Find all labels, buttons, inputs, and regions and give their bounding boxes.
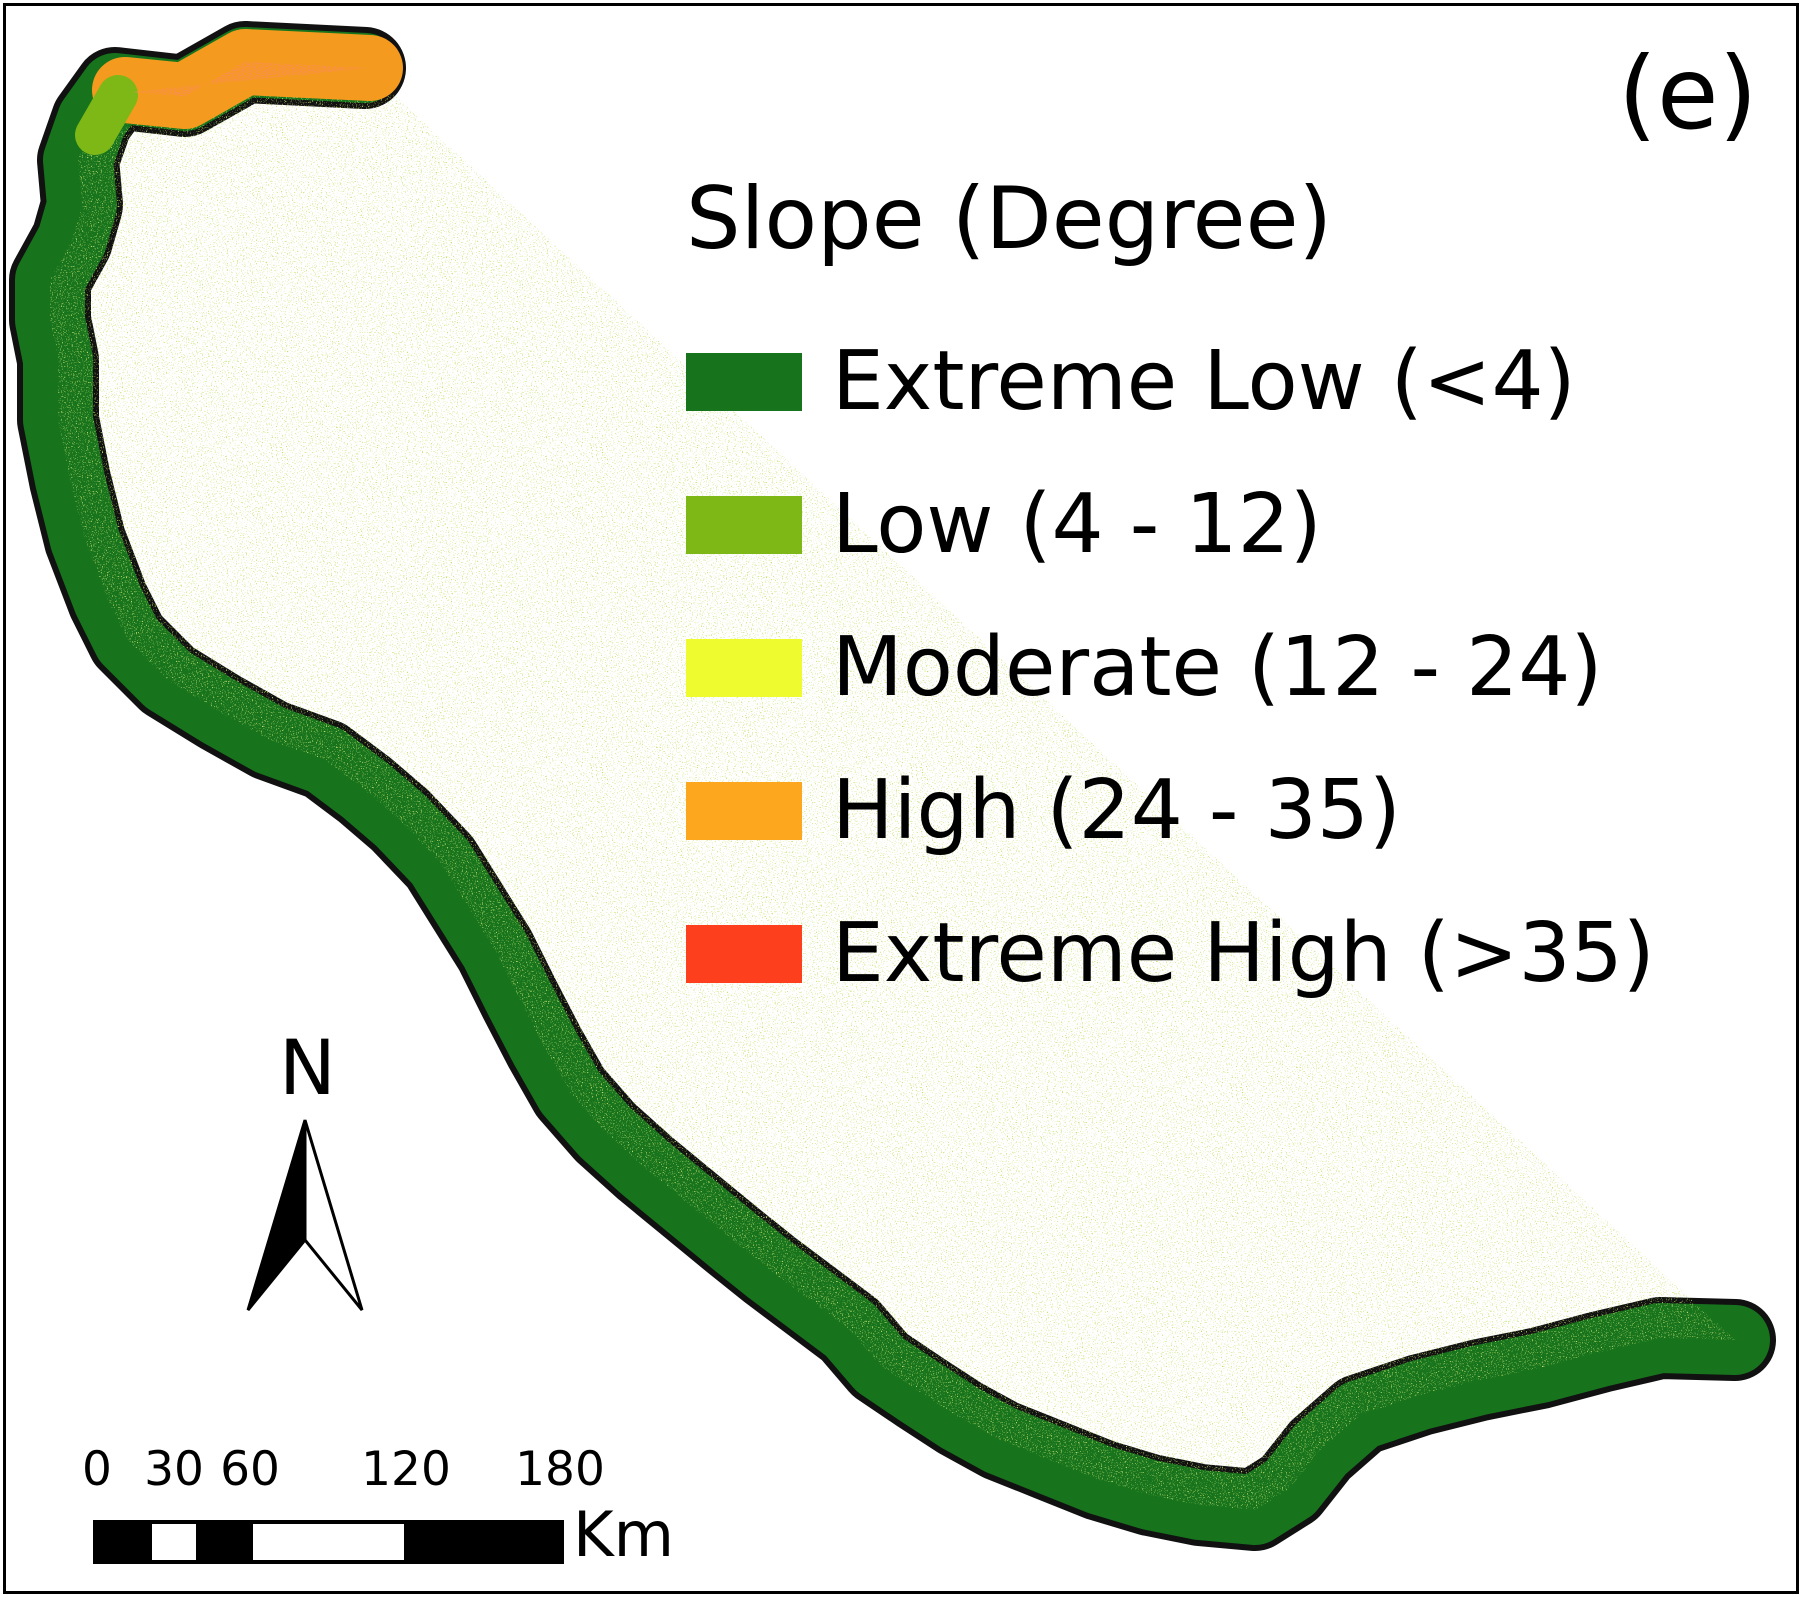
- legend-item-high: High (24 - 35): [686, 739, 1655, 882]
- scale-tick-label: 120: [361, 1442, 451, 1497]
- legend-item-low: Low (4 - 12): [686, 453, 1655, 596]
- legend-title: Slope (Degree): [686, 169, 1333, 269]
- upland-low-slope-patch: [75, 75, 138, 155]
- legend-swatch: [686, 495, 802, 554]
- legend-label: Extreme Low (<4): [832, 333, 1576, 429]
- scale-tick-label: 60: [220, 1442, 280, 1497]
- legend-swatch: [686, 638, 802, 697]
- north-label: N: [279, 1023, 336, 1112]
- legend-item-extreme-low: Extreme Low (<4): [686, 310, 1655, 453]
- scale-bar: [93, 1520, 564, 1564]
- legend-swatch: [686, 352, 802, 411]
- legend-swatch: [686, 781, 802, 840]
- scale-unit-label: Km: [573, 1498, 675, 1571]
- panel-label: (e): [1618, 35, 1758, 152]
- legend-label: Low (4 - 12): [832, 476, 1322, 572]
- scale-tick-label: 0: [82, 1442, 112, 1497]
- scale-tick-label: 180: [515, 1442, 605, 1497]
- legend-label: Moderate (12 - 24): [832, 619, 1603, 715]
- legend-swatch: [686, 924, 802, 983]
- legend-item-extreme-high: Extreme High (>35): [686, 882, 1655, 1025]
- legend: Slope (Degree) Extreme Low (<4) Low (4 -…: [686, 176, 1655, 1025]
- legend-label: Extreme High (>35): [832, 905, 1655, 1001]
- scale-tick-label: 30: [144, 1442, 204, 1497]
- legend-item-moderate: Moderate (12 - 24): [686, 596, 1655, 739]
- north-arrow-icon: [246, 1119, 364, 1311]
- legend-label: High (24 - 35): [832, 762, 1401, 858]
